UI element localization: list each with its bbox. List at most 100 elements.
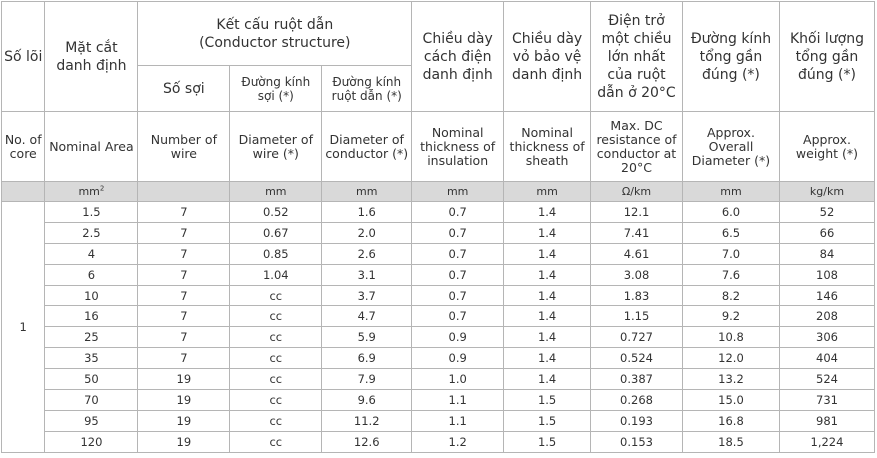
unit-area-text: mm <box>78 185 100 198</box>
cell-area: 120 <box>44 430 139 453</box>
unit-overall-dia: mm <box>681 181 780 202</box>
cell-sheath: 1.5 <box>503 430 592 453</box>
cell-cond-dia: 5.9 <box>321 326 413 349</box>
cell-overall-dia: 16.8 <box>681 409 780 432</box>
table-row: 70 19 cc 9.6 1.1 1.5 0.268 15.0 731 <box>2 389 876 411</box>
cell-cond-dia: 7.9 <box>321 368 413 391</box>
header-insulation-en: Nominal thickness of insulation <box>411 111 505 182</box>
table-row: 95 19 cc 11.2 1.1 1.5 0.193 16.8 981 <box>2 409 876 432</box>
table-row: 2.5 7 0.67 2.0 0.7 1.4 7.41 6.5 66 <box>2 221 876 244</box>
cell-resistance: 7.41 <box>590 221 683 244</box>
cell-sheath: 1.4 <box>503 305 592 328</box>
cell-sheath: 1.4 <box>503 368 592 391</box>
cell-wire-dia: 0.85 <box>229 242 323 265</box>
cell-core-count: 1 <box>0 201 46 453</box>
cell-overall-dia: 15.0 <box>681 389 780 411</box>
cell-weight: 1,224 <box>778 430 876 453</box>
header-wires-vi: Số sợi <box>137 65 231 112</box>
cell-wire-dia: 1.04 <box>229 263 323 286</box>
cell-weight: 84 <box>778 242 876 265</box>
cell-sheath: 1.4 <box>503 326 592 349</box>
header-structure-en: (Conductor structure) <box>199 34 351 51</box>
cell-area: 70 <box>44 389 139 411</box>
cell-area: 50 <box>44 368 139 391</box>
header-insulation-vi: Chiều dày cách điện danh định <box>411 1 505 112</box>
table-row: 120 19 cc 12.6 1.2 1.5 0.153 18.5 1,224 <box>2 430 876 453</box>
cell-weight: 52 <box>778 201 876 223</box>
header-wire-dia-en: Diameter of wire (*) <box>229 111 323 182</box>
cell-overall-dia: 7.0 <box>681 242 780 265</box>
cell-area: 6 <box>44 263 139 286</box>
header-overall-dia-vi: Đường kính tổng gần đúng (*) <box>681 1 780 112</box>
cell-wires: 7 <box>137 284 231 307</box>
cell-wire-dia: cc <box>229 284 323 307</box>
cell-cond-dia: 2.6 <box>321 242 413 265</box>
cell-sheath: 1.4 <box>503 284 592 307</box>
cell-weight: 146 <box>778 284 876 307</box>
cell-insulation: 0.9 <box>411 326 505 349</box>
cell-resistance: 1.15 <box>590 305 683 328</box>
cell-overall-dia: 12.0 <box>681 347 780 370</box>
table-row: 50 19 cc 7.9 1.0 1.4 0.387 13.2 524 <box>2 368 876 391</box>
table-row: 35 7 cc 6.9 0.9 1.4 0.524 12.0 404 <box>2 347 876 370</box>
cell-wires: 7 <box>137 305 231 328</box>
cell-resistance: 1.83 <box>590 284 683 307</box>
cell-overall-dia: 10.8 <box>681 326 780 349</box>
header-resistance-en: Max. DC resistance of conductor at 20°C <box>590 111 683 182</box>
cell-weight: 981 <box>778 409 876 432</box>
cell-cond-dia: 9.6 <box>321 389 413 411</box>
cell-weight: 404 <box>778 347 876 370</box>
cell-cond-dia: 2.0 <box>321 221 413 244</box>
cell-insulation: 0.7 <box>411 242 505 265</box>
cell-wires: 7 <box>137 347 231 370</box>
cell-wires: 7 <box>137 326 231 349</box>
cell-wires: 7 <box>137 263 231 286</box>
cell-area: 35 <box>44 347 139 370</box>
cell-wire-dia: cc <box>229 347 323 370</box>
cell-resistance: 0.727 <box>590 326 683 349</box>
cell-wire-dia: cc <box>229 409 323 432</box>
cell-insulation: 0.9 <box>411 347 505 370</box>
header-sheath-vi: Chiều dày vỏ bảo vệ danh định <box>503 1 592 112</box>
cell-cond-dia: 6.9 <box>321 347 413 370</box>
header-structure-vi: Kết cấu ruột dẫn (Conductor structure) <box>137 1 413 66</box>
cell-overall-dia: 6.5 <box>681 221 780 244</box>
cell-area: 25 <box>44 326 139 349</box>
cell-cond-dia: 12.6 <box>321 430 413 453</box>
cell-weight: 306 <box>778 326 876 349</box>
cell-overall-dia: 13.2 <box>681 368 780 391</box>
table-body: 1 1.5 7 0.52 1.6 0.7 1.4 12.1 6.0 52 2.5 7 0.67 2.0 0.… <box>0 201 876 453</box>
unit-wires <box>137 181 231 202</box>
cell-cond-dia: 3.1 <box>321 263 413 286</box>
cell-wire-dia: cc <box>229 389 323 411</box>
cell-weight: 524 <box>778 368 876 391</box>
unit-cond-dia: mm <box>321 181 413 202</box>
table-row: 1 1.5 7 0.52 1.6 0.7 1.4 12.1 6.0 52 <box>0 201 876 453</box>
unit-area-sup: 2 <box>99 184 105 193</box>
cell-wires: 19 <box>137 389 231 411</box>
unit-weight: kg/km <box>778 181 876 202</box>
cell-wire-dia: cc <box>229 305 323 328</box>
cell-area: 4 <box>44 242 139 265</box>
cell-cond-dia: 1.6 <box>321 201 413 223</box>
cell-wire-dia: cc <box>229 326 323 349</box>
cell-cond-dia: 11.2 <box>321 409 413 432</box>
cell-overall-dia: 8.2 <box>681 284 780 307</box>
units-row: mm2 mm mm mm mm Ω/km mm kg/km <box>0 181 876 202</box>
cell-area: 10 <box>44 284 139 307</box>
table-row: 16 7 cc 4.7 0.7 1.4 1.15 9.2 208 <box>2 305 876 328</box>
table-row: 4 7 0.85 2.6 0.7 1.4 4.61 7.0 84 <box>2 242 876 265</box>
cell-resistance: 0.268 <box>590 389 683 411</box>
header-cores-en: No. of core <box>0 111 46 182</box>
header-cond-dia-en: Diameter of conductor (*) <box>321 111 413 182</box>
cell-resistance: 3.08 <box>590 263 683 286</box>
header-wires-en: Number of wire <box>137 111 231 182</box>
cell-insulation: 1.1 <box>411 409 505 432</box>
header-wire-dia-vi: Đường kính sợi (*) <box>229 65 323 112</box>
cell-area: 16 <box>44 305 139 328</box>
cell-overall-dia: 7.6 <box>681 263 780 286</box>
cell-wire-dia: 0.67 <box>229 221 323 244</box>
cell-wires: 19 <box>137 409 231 432</box>
header-cond-dia-vi: Đường kính ruột dẫn (*) <box>321 65 413 112</box>
header-sheath-en: Nominal thickness of sheath <box>503 111 592 182</box>
